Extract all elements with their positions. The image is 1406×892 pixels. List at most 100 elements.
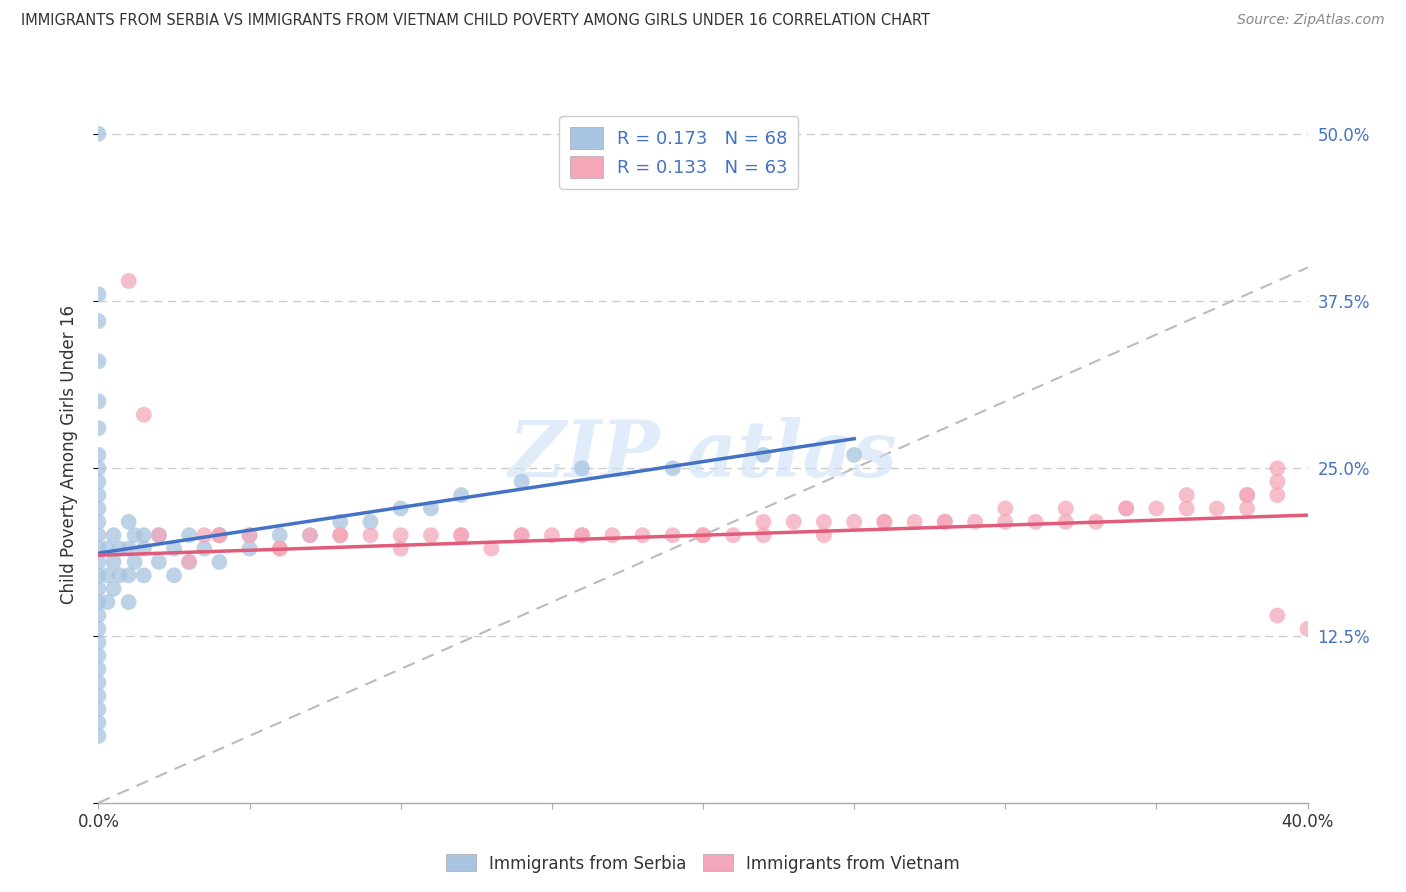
Point — [87, 608, 110, 623]
Point — [540, 528, 562, 542]
Point — [1024, 515, 1046, 529]
Point — [87, 689, 110, 703]
Point — [1206, 501, 1229, 516]
Point — [163, 541, 186, 556]
Point — [662, 461, 685, 475]
Legend: Immigrants from Serbia, Immigrants from Vietnam: Immigrants from Serbia, Immigrants from … — [439, 847, 967, 880]
Point — [844, 448, 866, 462]
Point — [87, 702, 110, 716]
Point — [450, 528, 472, 542]
Legend: R = 0.173   N = 68, R = 0.133   N = 63: R = 0.173 N = 68, R = 0.133 N = 63 — [560, 116, 799, 189]
Point — [450, 528, 472, 542]
Point — [450, 488, 472, 502]
Point — [873, 515, 896, 529]
Point — [420, 528, 443, 542]
Point — [87, 662, 110, 676]
Point — [96, 595, 118, 609]
Point — [239, 541, 262, 556]
Point — [96, 568, 118, 582]
Point — [1175, 501, 1198, 516]
Point — [132, 528, 155, 542]
Point — [1085, 515, 1108, 529]
Point — [994, 501, 1017, 516]
Point — [87, 715, 110, 730]
Point — [103, 555, 125, 569]
Point — [179, 528, 201, 542]
Point — [389, 541, 412, 556]
Point — [239, 528, 262, 542]
Point — [389, 528, 412, 542]
Point — [813, 528, 835, 542]
Point — [148, 555, 170, 569]
Point — [510, 475, 533, 489]
Point — [1236, 488, 1258, 502]
Point — [783, 515, 806, 529]
Point — [420, 501, 443, 516]
Point — [329, 528, 352, 542]
Point — [87, 448, 110, 462]
Point — [1236, 501, 1258, 516]
Point — [87, 354, 110, 368]
Point — [87, 488, 110, 502]
Point — [1144, 501, 1167, 516]
Point — [87, 394, 110, 409]
Point — [118, 568, 141, 582]
Point — [124, 528, 146, 542]
Point — [692, 528, 714, 542]
Point — [87, 127, 110, 141]
Point — [87, 622, 110, 636]
Point — [329, 515, 352, 529]
Point — [118, 515, 141, 529]
Point — [124, 555, 146, 569]
Point — [904, 515, 927, 529]
Point — [163, 568, 186, 582]
Point — [269, 528, 291, 542]
Point — [360, 515, 382, 529]
Point — [148, 528, 170, 542]
Text: Source: ZipAtlas.com: Source: ZipAtlas.com — [1237, 13, 1385, 28]
Point — [1115, 501, 1137, 516]
Point — [208, 555, 231, 569]
Point — [118, 274, 141, 288]
Point — [1267, 488, 1289, 502]
Point — [1267, 608, 1289, 623]
Point — [481, 541, 503, 556]
Point — [329, 528, 352, 542]
Point — [87, 582, 110, 596]
Point — [299, 528, 322, 542]
Point — [132, 408, 155, 422]
Point — [108, 541, 131, 556]
Point — [269, 541, 291, 556]
Point — [193, 528, 215, 542]
Point — [299, 528, 322, 542]
Point — [87, 648, 110, 663]
Point — [752, 528, 775, 542]
Point — [1267, 475, 1289, 489]
Point — [96, 541, 118, 556]
Point — [87, 729, 110, 743]
Point — [510, 528, 533, 542]
Point — [87, 501, 110, 516]
Point — [208, 528, 231, 542]
Point — [692, 528, 714, 542]
Point — [934, 515, 956, 529]
Point — [1115, 501, 1137, 516]
Point — [87, 515, 110, 529]
Point — [965, 515, 987, 529]
Point — [1054, 501, 1077, 516]
Point — [132, 541, 155, 556]
Point — [87, 541, 110, 556]
Point — [752, 448, 775, 462]
Point — [844, 515, 866, 529]
Point — [87, 461, 110, 475]
Point — [571, 528, 593, 542]
Point — [752, 515, 775, 529]
Point — [1054, 515, 1077, 529]
Point — [510, 528, 533, 542]
Point — [208, 528, 231, 542]
Point — [1296, 622, 1319, 636]
Point — [87, 528, 110, 542]
Point — [118, 541, 141, 556]
Point — [571, 461, 593, 475]
Point — [148, 528, 170, 542]
